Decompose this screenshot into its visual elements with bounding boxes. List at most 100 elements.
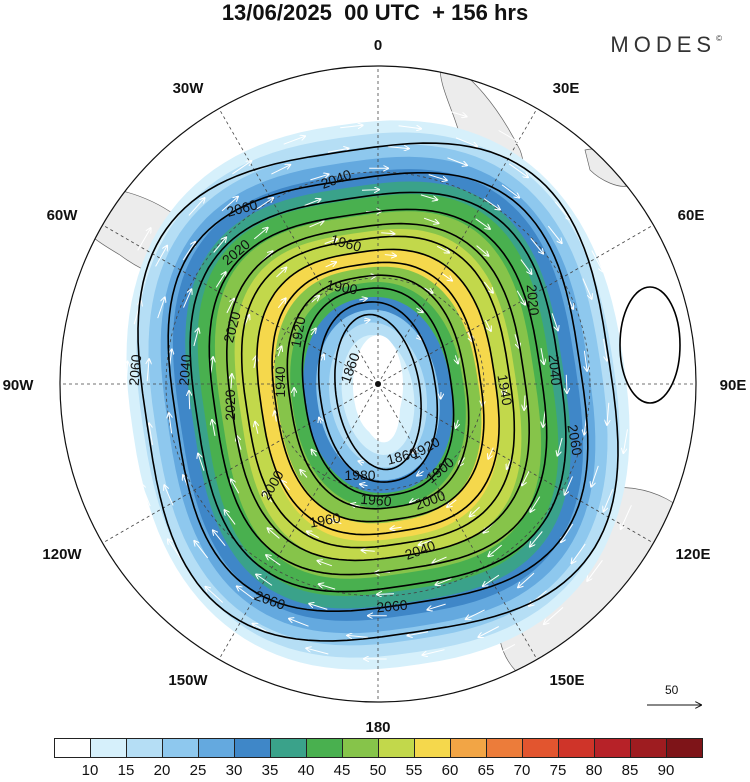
wind-arrow xyxy=(410,499,420,503)
wind-arrow xyxy=(114,284,123,309)
wind-arrow xyxy=(591,465,599,487)
wind-arrow xyxy=(498,130,521,144)
wind-arrow xyxy=(256,198,273,210)
wind-arrow xyxy=(424,287,432,293)
wind-arrow xyxy=(289,619,309,627)
contour-label: 1920 xyxy=(287,315,308,349)
wind-arrow xyxy=(212,420,215,436)
colorbar-tick-label: 60 xyxy=(441,762,459,779)
colorbar-tick-label: 45 xyxy=(333,762,351,779)
wind-arrow xyxy=(484,319,491,331)
wind-arrow xyxy=(256,574,273,586)
wind-arrow xyxy=(309,604,328,610)
wind-arrow xyxy=(141,484,151,507)
contour-label-text: 2060 xyxy=(376,597,409,616)
contour-line xyxy=(619,286,681,404)
wind-arrow xyxy=(215,272,226,288)
colorbar-tick-label: 40 xyxy=(297,762,315,779)
wind-arrow xyxy=(211,623,232,639)
wind-arrow xyxy=(254,356,257,369)
wind-arrow xyxy=(548,163,568,181)
meridian-line xyxy=(377,98,544,385)
wind-arrow xyxy=(529,590,547,606)
height-contours xyxy=(137,142,681,642)
colorbar xyxy=(54,738,703,760)
contour-label-text: 2020 xyxy=(220,310,244,344)
lon-label-150w: 150W xyxy=(168,672,208,689)
contour-label-text: 2020 xyxy=(222,389,238,420)
wind-arrow xyxy=(318,561,333,567)
wind-arrow xyxy=(194,541,209,559)
wind-arrow xyxy=(312,450,317,457)
contour-label-text: 2060 xyxy=(225,196,259,220)
contour-label-text: 2020 xyxy=(524,284,543,317)
contour-label: 1940 xyxy=(494,373,515,407)
lon-label-90w: 90W xyxy=(3,377,35,394)
contour-label: 1960 xyxy=(308,509,342,530)
wind-arrow xyxy=(587,560,603,581)
wind-arrow xyxy=(514,334,519,348)
wind-arrow xyxy=(530,531,543,547)
wind-arrow xyxy=(193,329,199,347)
wind-arrow xyxy=(483,281,493,293)
colorbar-cell xyxy=(486,738,523,758)
wind-arrow xyxy=(283,136,305,145)
wind-arrow xyxy=(377,682,403,683)
wind-arrow xyxy=(171,180,189,200)
wind-arrow xyxy=(189,391,190,410)
contour-label-text: 1980 xyxy=(344,467,375,483)
wind-arrow xyxy=(211,357,213,374)
wind-arrow xyxy=(466,609,485,619)
wind-arrow xyxy=(360,484,368,486)
contour-line xyxy=(225,222,531,562)
wind-arrow xyxy=(300,470,308,478)
wind-arrow xyxy=(442,108,467,116)
wind-arrow xyxy=(262,656,285,667)
colorbar-cell xyxy=(90,738,127,758)
colorbar-cell xyxy=(234,738,271,758)
colorbar-cell xyxy=(126,738,163,758)
wind-arrow xyxy=(584,350,587,371)
wind-arrow xyxy=(183,289,192,308)
lon-label-30w: 30W xyxy=(173,80,205,97)
wind-arrow xyxy=(554,201,570,220)
map-boundary xyxy=(59,65,697,703)
wind-arrow xyxy=(327,148,349,153)
contour-label-text: 2060 xyxy=(564,423,585,457)
contour-label: 1940 xyxy=(272,366,288,397)
wind-arrow xyxy=(428,174,447,181)
lon-label-180: 180 xyxy=(365,719,390,736)
colorbar-cell xyxy=(630,738,667,758)
map-title: 13/06/2025 00 UTC + 156 hrs xyxy=(221,0,529,25)
wind-arrow xyxy=(483,198,500,210)
wind-arrow xyxy=(149,423,153,446)
contour-line xyxy=(286,274,470,510)
lon-label-30e: 30E xyxy=(553,80,580,97)
wind-arrow xyxy=(307,531,320,539)
wind-arrow xyxy=(561,523,574,542)
wind-arrow xyxy=(213,530,226,547)
contour-line xyxy=(317,301,439,483)
wind-arrow xyxy=(442,273,453,281)
wind-arrow xyxy=(551,313,558,330)
wind-arrow xyxy=(565,476,573,494)
wind-arrow xyxy=(188,198,205,216)
colorbar-tick-label: 15 xyxy=(117,762,135,779)
wind-arrow xyxy=(237,586,255,600)
contour-label: 1960 xyxy=(329,231,363,255)
colorbar-tick-label: 80 xyxy=(585,762,603,779)
wind-arrow xyxy=(518,572,535,587)
colorbar-tick-label: 70 xyxy=(513,762,531,779)
wind-arrow xyxy=(306,648,329,655)
wind-arrow xyxy=(213,237,226,253)
wind-arrow xyxy=(543,410,545,427)
wind-arrow xyxy=(427,603,446,610)
reference-vector-label: 50 xyxy=(665,683,679,697)
wind-arrow xyxy=(590,208,606,229)
wind-arrow xyxy=(157,297,165,319)
wind-arrow xyxy=(436,578,452,585)
wind-arrow xyxy=(304,199,321,206)
wind-arrow xyxy=(340,125,363,128)
wind-arrow xyxy=(603,338,608,361)
